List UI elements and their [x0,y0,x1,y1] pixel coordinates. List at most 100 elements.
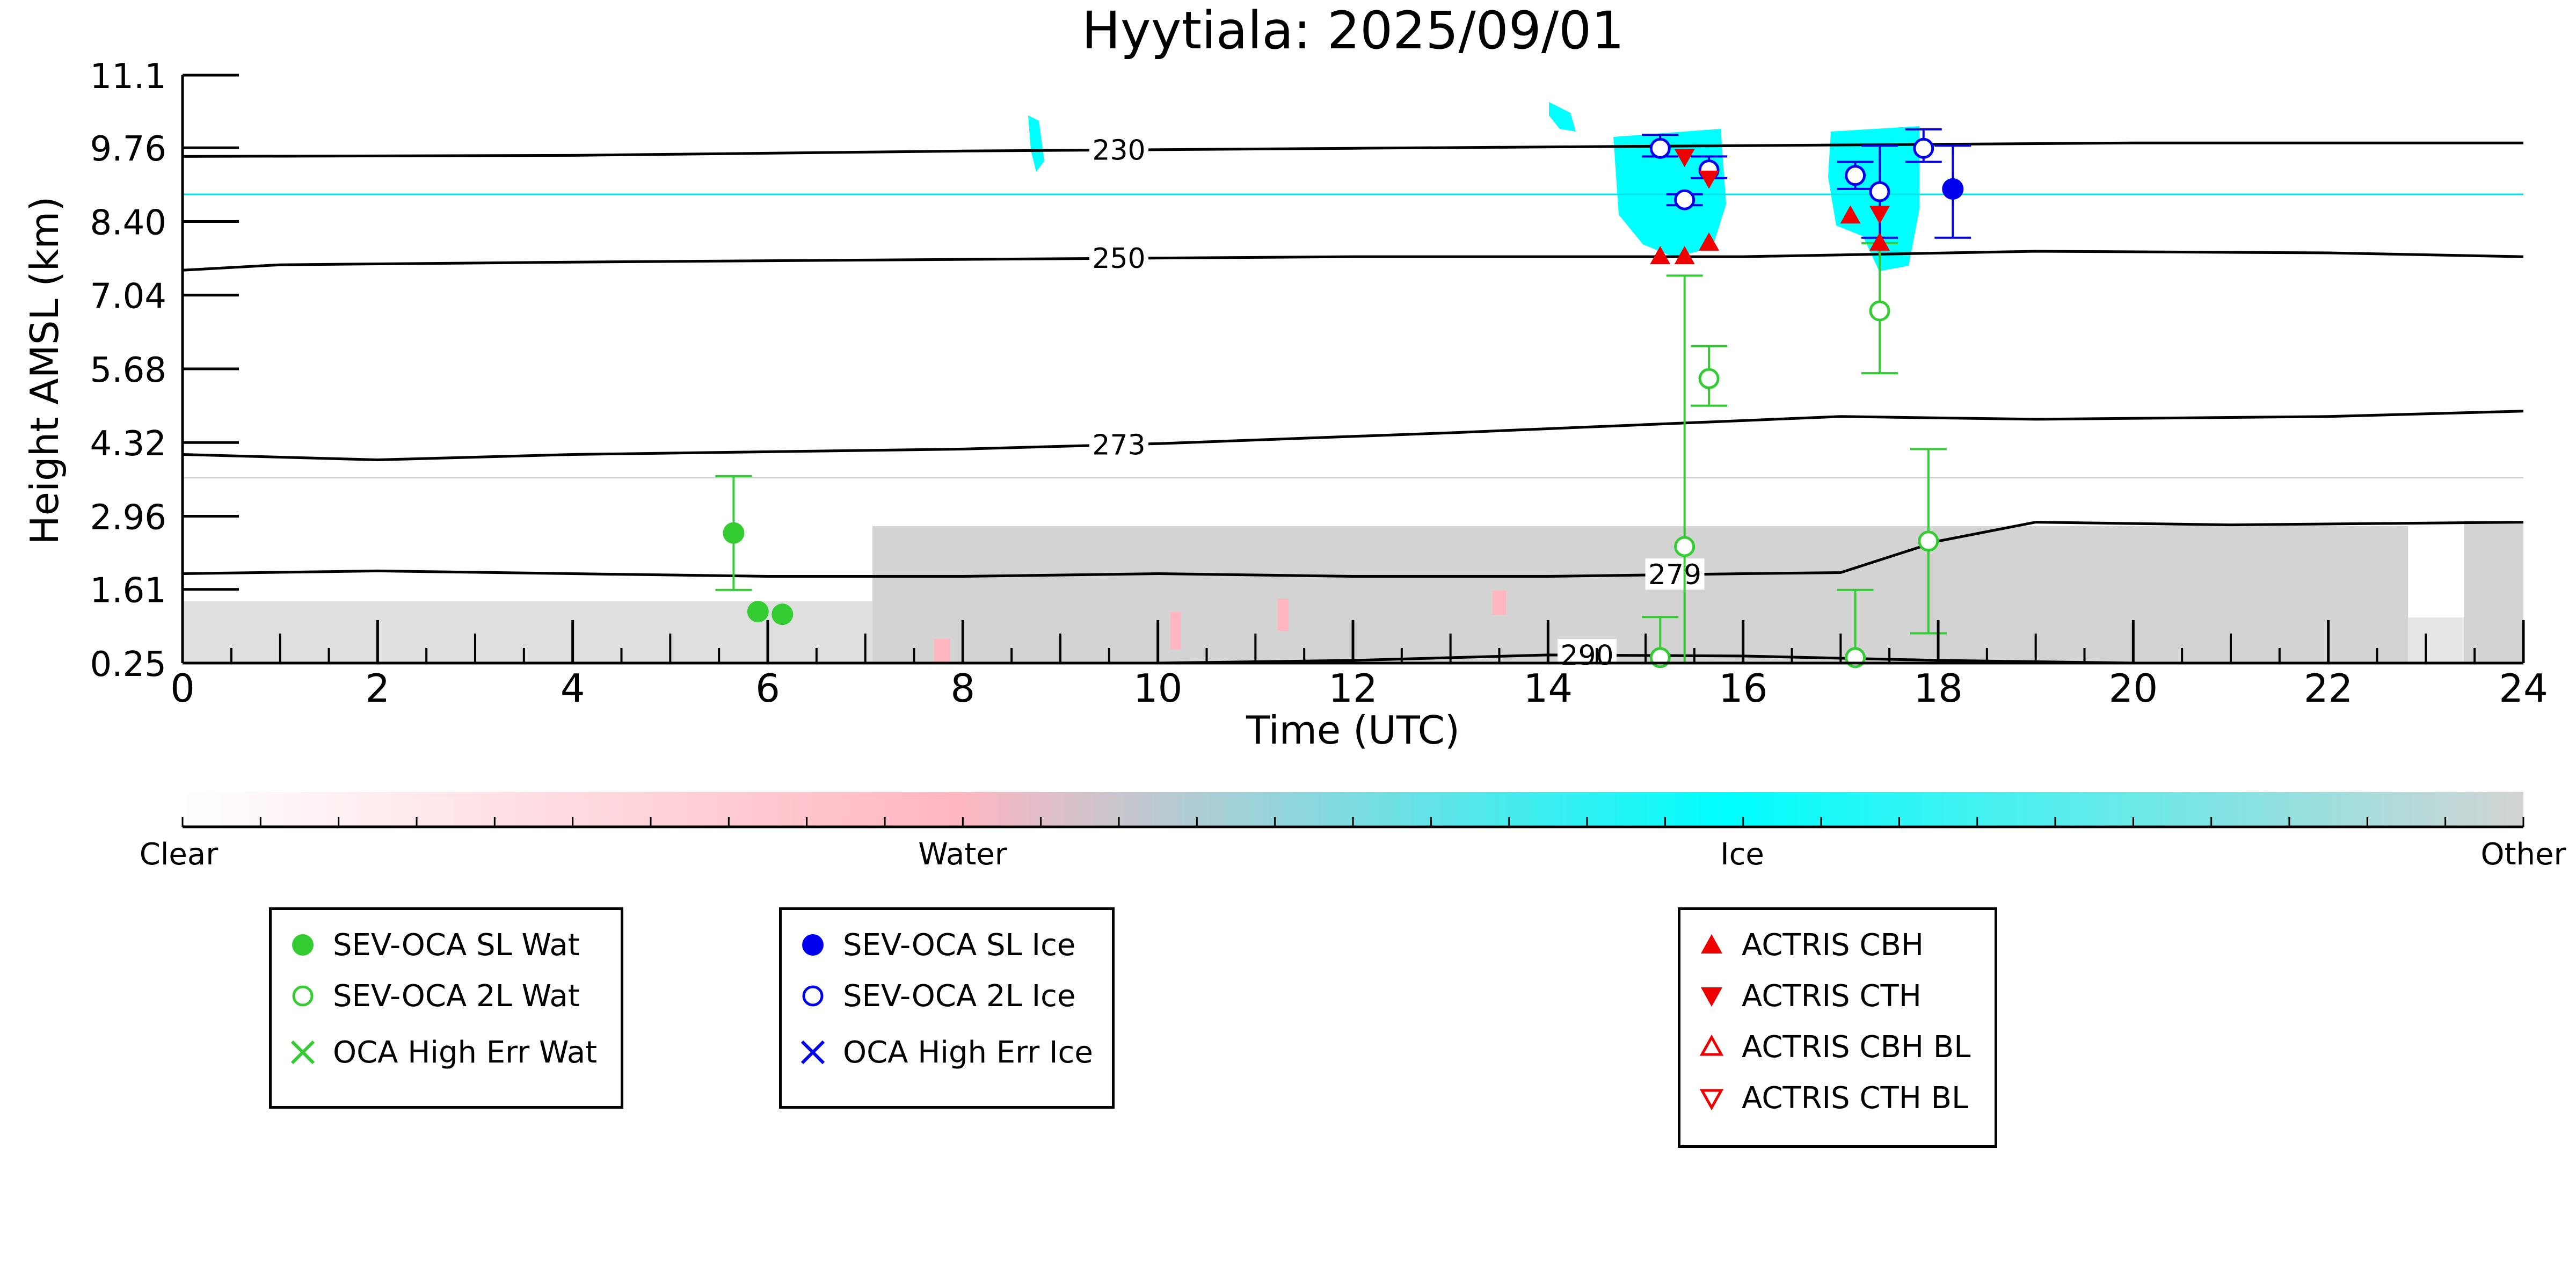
x-tick-label: 14 [1524,666,1573,711]
point-actris-cth [1674,149,1695,168]
y-tick-label: 7.04 [90,277,167,317]
point-sev-oca-sl-ice [1942,178,1964,200]
x-tick-label: 18 [1913,666,1963,711]
colorbar-label-ice: Ice [1720,837,1764,872]
point-sev-oca-2l-wat [1869,300,1890,322]
contour-250 [182,250,2524,272]
x-mark-icon [801,1040,825,1065]
legend-label: SEV-OCA 2L Wat [333,978,580,1014]
other-phase-region-right [2464,521,2523,663]
contour-279 [182,521,2524,578]
contour-label-250: 250 [1092,243,1145,275]
ice-phase-clouds [1028,102,1919,271]
legend-label: ACTRIS CBH BL [1742,1029,1971,1065]
legend-label: SEV-OCA SL Ice [843,927,1076,963]
legend-label: ACTRIS CTH BL [1742,1080,1969,1116]
x-tick-label: 12 [1328,666,1378,711]
y-ticks: 0.25 1.61 2.96 4.32 5.68 7.04 8.40 9.76 11.1 [90,57,239,685]
legend-item-sev-oca-sl-wat: SEV-OCA SL Wat [288,923,580,966]
legend-actris: ACTRIS CBH ACTRIS CTH ACTRIS CBH BL ACTR… [1678,907,1997,1148]
contour-273 [182,410,2524,462]
x-tick-label: 4 [561,666,585,711]
colorbar-label-water: Water [918,837,1008,872]
other-phase-gap [2408,617,2464,663]
legend-item-oca-high-err-ice: OCA High Err Ice [798,1031,1093,1074]
open-triangle-down-icon [1699,1089,1724,1111]
contour-label-bg [1089,428,1148,460]
colorbar-label-clear: Clear [140,837,219,872]
y-tick-label: 8.40 [90,203,167,243]
contour-label-bg [1089,134,1148,165]
other-phase-region [872,526,2408,663]
y-tick-label: 11.1 [90,57,167,97]
legend-item-actris-cth-bl: ACTRIS CTH BL [1697,1076,1968,1119]
colorbar-ticks [181,817,2524,827]
point-actris-cth [1699,170,1720,189]
x-tick-label: 24 [2499,666,2548,711]
point-actris-cbh [1699,232,1720,251]
point-sev-oca-2l-ice [1845,165,1866,186]
contour-label-bg [1645,558,1705,590]
filled-circle-icon [292,934,314,956]
legend-label: ACTRIS CTH [1742,978,1922,1014]
data-markers [723,137,1964,668]
x-mark-icon [290,1040,315,1065]
point-actris-cth [1869,206,1890,224]
chart-title: Hyytiala: 2025/09/01 [1082,1,1625,61]
x-tick-label: 0 [170,666,195,711]
point-sev-oca-2l-wat [1918,530,1939,552]
contour-label-273: 273 [1092,429,1145,461]
x-tick-label: 22 [2304,666,2353,711]
legend-ice: SEV-OCA SL Ice SEV-OCA 2L Ice OCA High E… [779,907,1115,1109]
legend-item-sev-oca-2l-ice: SEV-OCA 2L Ice [798,974,1075,1017]
legend-label: SEV-OCA SL Wat [333,927,580,963]
contour-label-279: 279 [1648,559,1701,591]
triangle-up-icon [1701,934,1722,954]
open-circle-icon [802,985,824,1007]
contour-label-290: 290 [1560,639,1613,672]
x-tick-label: 6 [755,666,780,711]
legend-item-oca-high-err-wat: OCA High Err Wat [288,1031,597,1074]
legend-item-actris-cbh: ACTRIS CBH [1697,923,1924,966]
contour-label-bg [1558,639,1617,671]
legend-label: ACTRIS CBH [1742,927,1924,963]
point-actris-cbh [1674,246,1695,265]
y-tick-label: 0.25 [90,645,167,685]
y-tick-label: 5.68 [90,351,167,390]
x-tick-label: 20 [2109,666,2158,711]
point-sev-oca-2l-ice [1674,189,1695,210]
contour-label-230: 230 [1092,134,1145,166]
x-tick-label: 8 [950,666,975,711]
y-tick-label: 1.61 [90,571,167,611]
colorbar-label-other: Other [2480,837,2566,872]
phase-mask [183,102,2523,663]
x-ticks: 0 2 4 6 8 10 12 14 16 18 20 22 24 [170,620,2548,711]
open-triangle-up-icon [1699,1034,1724,1056]
point-sev-oca-2l-wat [1674,536,1695,557]
point-actris-cbh [1840,205,1861,224]
point-sev-oca-sl-wat [772,603,794,625]
contour-label-bg [1089,242,1148,274]
legend-label: SEV-OCA 2L Ice [843,978,1076,1014]
point-sev-oca-2l-wat [1698,368,1720,389]
colorbar: Clear Water Ice Other [140,792,2566,872]
x-axis-label: Time (UTC) [1246,708,1460,753]
contour-230 [182,141,2523,158]
y-axis-label: Height AMSL (km) [22,197,67,545]
triangle-down-icon [1701,987,1722,1007]
point-actris-cbh [1650,246,1671,265]
point-sev-oca-sl-wat [723,522,745,544]
water-phase-streaks [934,591,1506,663]
point-sev-oca-2l-ice [1913,137,1934,159]
x-tick-label: 16 [1719,666,1768,711]
point-actris-cbh [1869,232,1890,251]
point-sev-oca-2l-ice [1649,137,1671,159]
legend-item-sev-oca-sl-ice: SEV-OCA SL Ice [798,923,1075,966]
legend-label: OCA High Err Ice [843,1035,1093,1070]
point-sev-oca-sl-wat [747,601,769,623]
x-tick-label: 10 [1133,666,1183,711]
temperature-contours: 230 250 273 279 290 [182,134,2524,672]
x-tick-label: 2 [365,666,390,711]
legend-label: OCA High Err Wat [333,1035,598,1070]
